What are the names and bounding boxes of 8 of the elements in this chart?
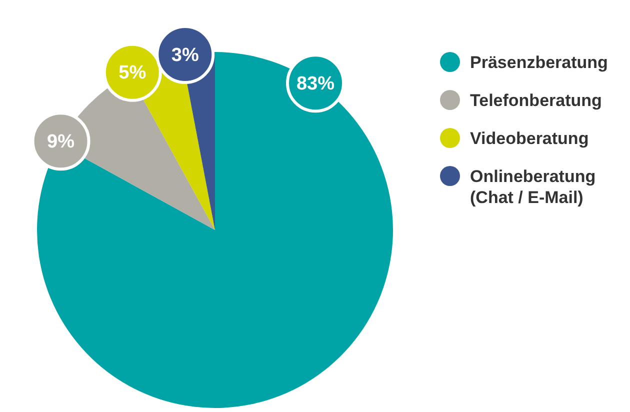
legend-label: Videoberatung [470, 128, 589, 149]
data-label: 3% [171, 44, 199, 66]
data-label: 83% [296, 73, 335, 94]
data-label: 5% [118, 62, 146, 84]
legend-label: Präsenzberatung [470, 52, 608, 73]
data-label: 9% [47, 131, 75, 152]
legend-label: Telefonberatung [470, 90, 602, 111]
legend-label: Onlineberatung (Chat / E-Mail) [470, 166, 597, 208]
